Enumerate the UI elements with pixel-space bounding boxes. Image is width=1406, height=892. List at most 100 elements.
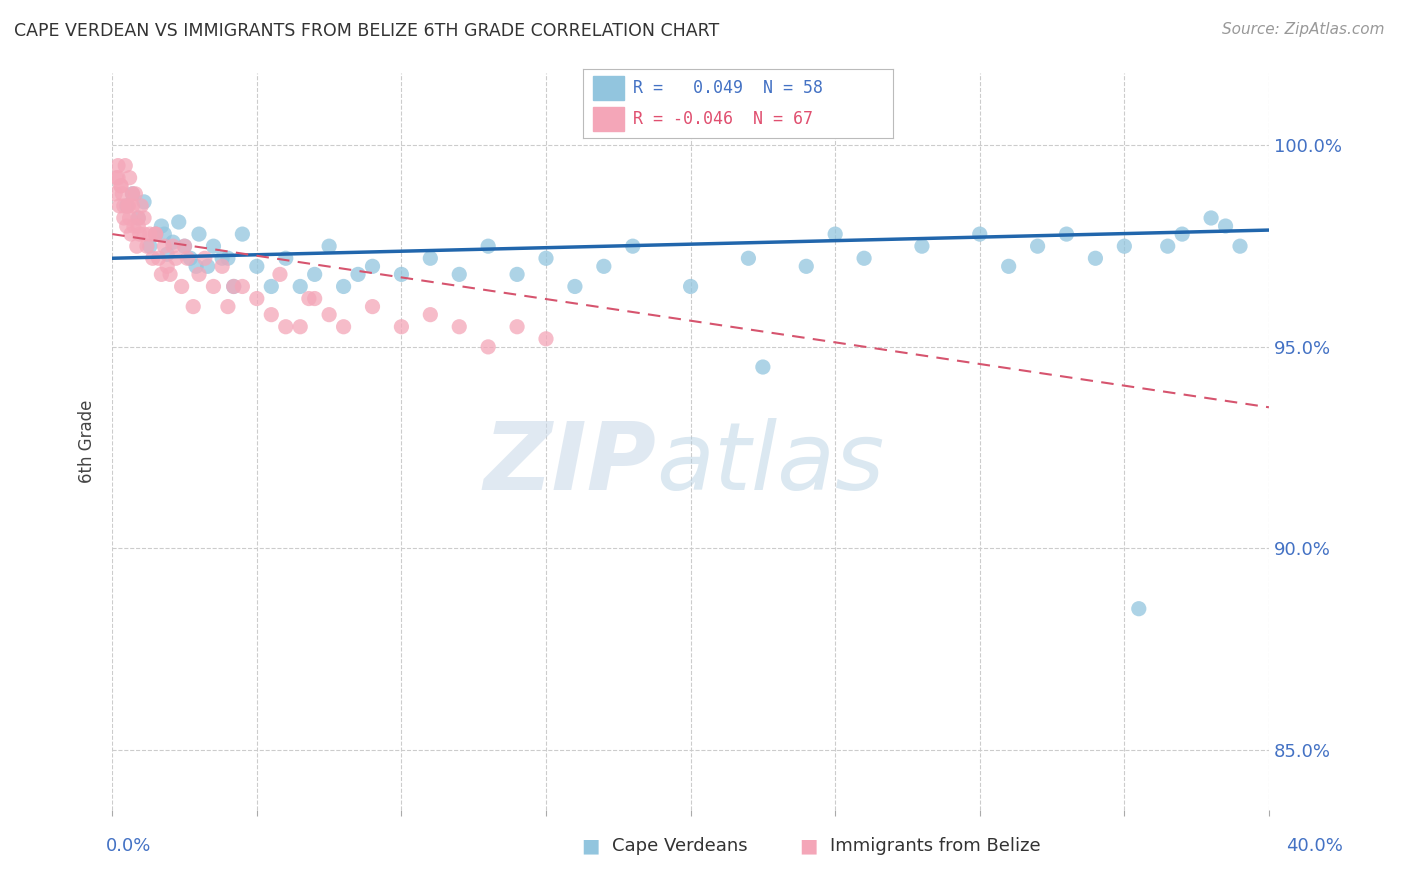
Point xyxy=(202,279,225,293)
Point xyxy=(139,239,162,253)
Point xyxy=(167,215,190,229)
Point xyxy=(105,170,128,185)
Point xyxy=(127,219,149,233)
Point xyxy=(111,186,134,201)
Point xyxy=(391,268,413,282)
Point xyxy=(679,279,702,293)
Point xyxy=(173,239,195,253)
Point xyxy=(231,227,253,241)
Text: Source: ZipAtlas.com: Source: ZipAtlas.com xyxy=(1222,22,1385,37)
Point xyxy=(179,252,201,266)
Point xyxy=(156,260,179,274)
Point xyxy=(1084,252,1107,266)
Point xyxy=(117,199,139,213)
Point xyxy=(274,319,297,334)
Text: ■: ■ xyxy=(799,836,818,855)
Point xyxy=(120,227,142,241)
Point xyxy=(222,279,245,293)
Point xyxy=(129,199,152,213)
Point xyxy=(217,252,239,266)
Point xyxy=(853,252,876,266)
Point xyxy=(621,239,644,253)
Point xyxy=(108,199,131,213)
Point xyxy=(298,292,321,306)
Point xyxy=(124,186,146,201)
Point xyxy=(1171,227,1194,241)
Point xyxy=(127,211,149,225)
Point xyxy=(145,227,167,241)
Point xyxy=(112,199,135,213)
Text: atlas: atlas xyxy=(655,418,884,509)
Point xyxy=(117,199,139,213)
Point xyxy=(506,268,529,282)
Point xyxy=(290,279,312,293)
Point xyxy=(347,268,370,282)
Y-axis label: 6th Grade: 6th Grade xyxy=(79,400,96,483)
Point xyxy=(128,227,150,241)
Point xyxy=(824,227,846,241)
Point xyxy=(1026,239,1049,253)
Point xyxy=(132,194,155,209)
Point xyxy=(121,186,143,201)
Point xyxy=(194,252,217,266)
Point xyxy=(318,239,340,253)
Point xyxy=(969,227,991,241)
Point xyxy=(304,268,326,282)
Point xyxy=(107,170,129,185)
Point xyxy=(211,252,233,266)
Point xyxy=(737,252,759,266)
Point xyxy=(114,159,136,173)
Point xyxy=(184,260,207,274)
Point xyxy=(332,279,354,293)
Text: Immigrants from Belize: Immigrants from Belize xyxy=(830,837,1040,855)
Point xyxy=(477,239,499,253)
Point xyxy=(506,319,529,334)
Point xyxy=(274,252,297,266)
Point xyxy=(125,239,148,253)
Text: 0.0%: 0.0% xyxy=(105,837,150,855)
Point xyxy=(361,300,384,314)
Text: R =   0.049  N = 58: R = 0.049 N = 58 xyxy=(633,78,823,97)
Point xyxy=(1114,239,1136,253)
Point xyxy=(1056,227,1078,241)
Point xyxy=(150,219,173,233)
Point xyxy=(188,227,211,241)
Point xyxy=(127,211,149,225)
Point xyxy=(318,308,340,322)
Point xyxy=(1157,239,1180,253)
FancyBboxPatch shape xyxy=(593,107,624,131)
Point xyxy=(115,219,138,233)
Point xyxy=(202,239,225,253)
Point xyxy=(222,279,245,293)
Text: 40.0%: 40.0% xyxy=(1286,837,1343,855)
Point xyxy=(332,319,354,334)
Point xyxy=(159,268,181,282)
Point xyxy=(794,260,817,274)
Point xyxy=(269,268,291,282)
Text: ■: ■ xyxy=(581,836,600,855)
Point xyxy=(534,332,557,346)
Point xyxy=(118,170,141,185)
Point xyxy=(361,260,384,274)
Text: CAPE VERDEAN VS IMMIGRANTS FROM BELIZE 6TH GRADE CORRELATION CHART: CAPE VERDEAN VS IMMIGRANTS FROM BELIZE 6… xyxy=(14,22,720,40)
Point xyxy=(165,252,187,266)
Point xyxy=(112,211,135,225)
Point xyxy=(121,186,143,201)
Point xyxy=(153,239,176,253)
Point xyxy=(752,359,775,374)
Point xyxy=(1215,219,1237,233)
Point xyxy=(110,178,132,193)
FancyBboxPatch shape xyxy=(593,76,624,100)
Point xyxy=(136,239,159,253)
Point xyxy=(419,252,441,266)
Text: R = -0.046  N = 67: R = -0.046 N = 67 xyxy=(633,110,813,128)
Point xyxy=(997,260,1019,274)
Point xyxy=(188,268,211,282)
Point xyxy=(115,199,138,213)
Text: ZIP: ZIP xyxy=(484,417,655,509)
Point xyxy=(170,279,193,293)
Point xyxy=(122,219,145,233)
Point xyxy=(534,252,557,266)
Point xyxy=(145,227,167,241)
Point xyxy=(211,260,233,274)
